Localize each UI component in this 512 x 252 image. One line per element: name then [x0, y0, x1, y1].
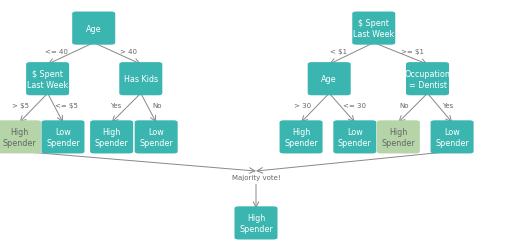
FancyBboxPatch shape — [431, 121, 474, 154]
Text: <= 40: <= 40 — [45, 49, 68, 55]
Text: <= 30: <= 30 — [343, 103, 366, 109]
Text: Low
Spender: Low Spender — [435, 128, 469, 147]
Text: No: No — [399, 103, 409, 109]
FancyBboxPatch shape — [72, 12, 115, 45]
FancyBboxPatch shape — [135, 121, 178, 154]
FancyBboxPatch shape — [90, 121, 133, 154]
FancyBboxPatch shape — [333, 121, 376, 154]
FancyBboxPatch shape — [280, 121, 323, 154]
Text: No: No — [152, 103, 161, 109]
Text: High
Spender: High Spender — [95, 128, 129, 147]
Text: $ Spent
Last Week: $ Spent Last Week — [27, 70, 68, 89]
Text: > $5: > $5 — [12, 103, 29, 109]
Text: <= $5: <= $5 — [55, 103, 78, 109]
FancyBboxPatch shape — [406, 63, 449, 96]
Text: Majority vote!: Majority vote! — [231, 175, 281, 181]
FancyBboxPatch shape — [41, 121, 84, 154]
Text: Yes: Yes — [111, 103, 121, 109]
FancyBboxPatch shape — [0, 121, 41, 154]
Text: >= $1: >= $1 — [401, 49, 424, 55]
Text: Occupation
= Dentist: Occupation = Dentist — [404, 70, 451, 89]
Text: Yes: Yes — [442, 103, 454, 109]
Text: > 30: > 30 — [294, 103, 311, 109]
FancyBboxPatch shape — [234, 207, 278, 239]
Text: Age: Age — [86, 24, 101, 34]
Text: High
Spender: High Spender — [284, 128, 318, 147]
Text: < $1: < $1 — [330, 49, 347, 55]
Text: Low
Spender: Low Spender — [46, 128, 80, 147]
Text: > 40: > 40 — [120, 49, 137, 55]
Text: Age: Age — [322, 75, 337, 84]
Text: High
Spender: High Spender — [3, 128, 36, 147]
FancyBboxPatch shape — [308, 63, 351, 96]
FancyBboxPatch shape — [26, 63, 69, 96]
Text: High
Spender: High Spender — [239, 213, 273, 233]
Text: Low
Spender: Low Spender — [338, 128, 372, 147]
Text: $ Spent
Last Week: $ Spent Last Week — [353, 19, 394, 39]
Text: High
Spender: High Spender — [381, 128, 415, 147]
FancyBboxPatch shape — [352, 12, 395, 45]
Text: Low
Spender: Low Spender — [139, 128, 173, 147]
FancyBboxPatch shape — [377, 121, 420, 154]
Text: Has Kids: Has Kids — [124, 75, 158, 84]
FancyBboxPatch shape — [119, 63, 162, 96]
